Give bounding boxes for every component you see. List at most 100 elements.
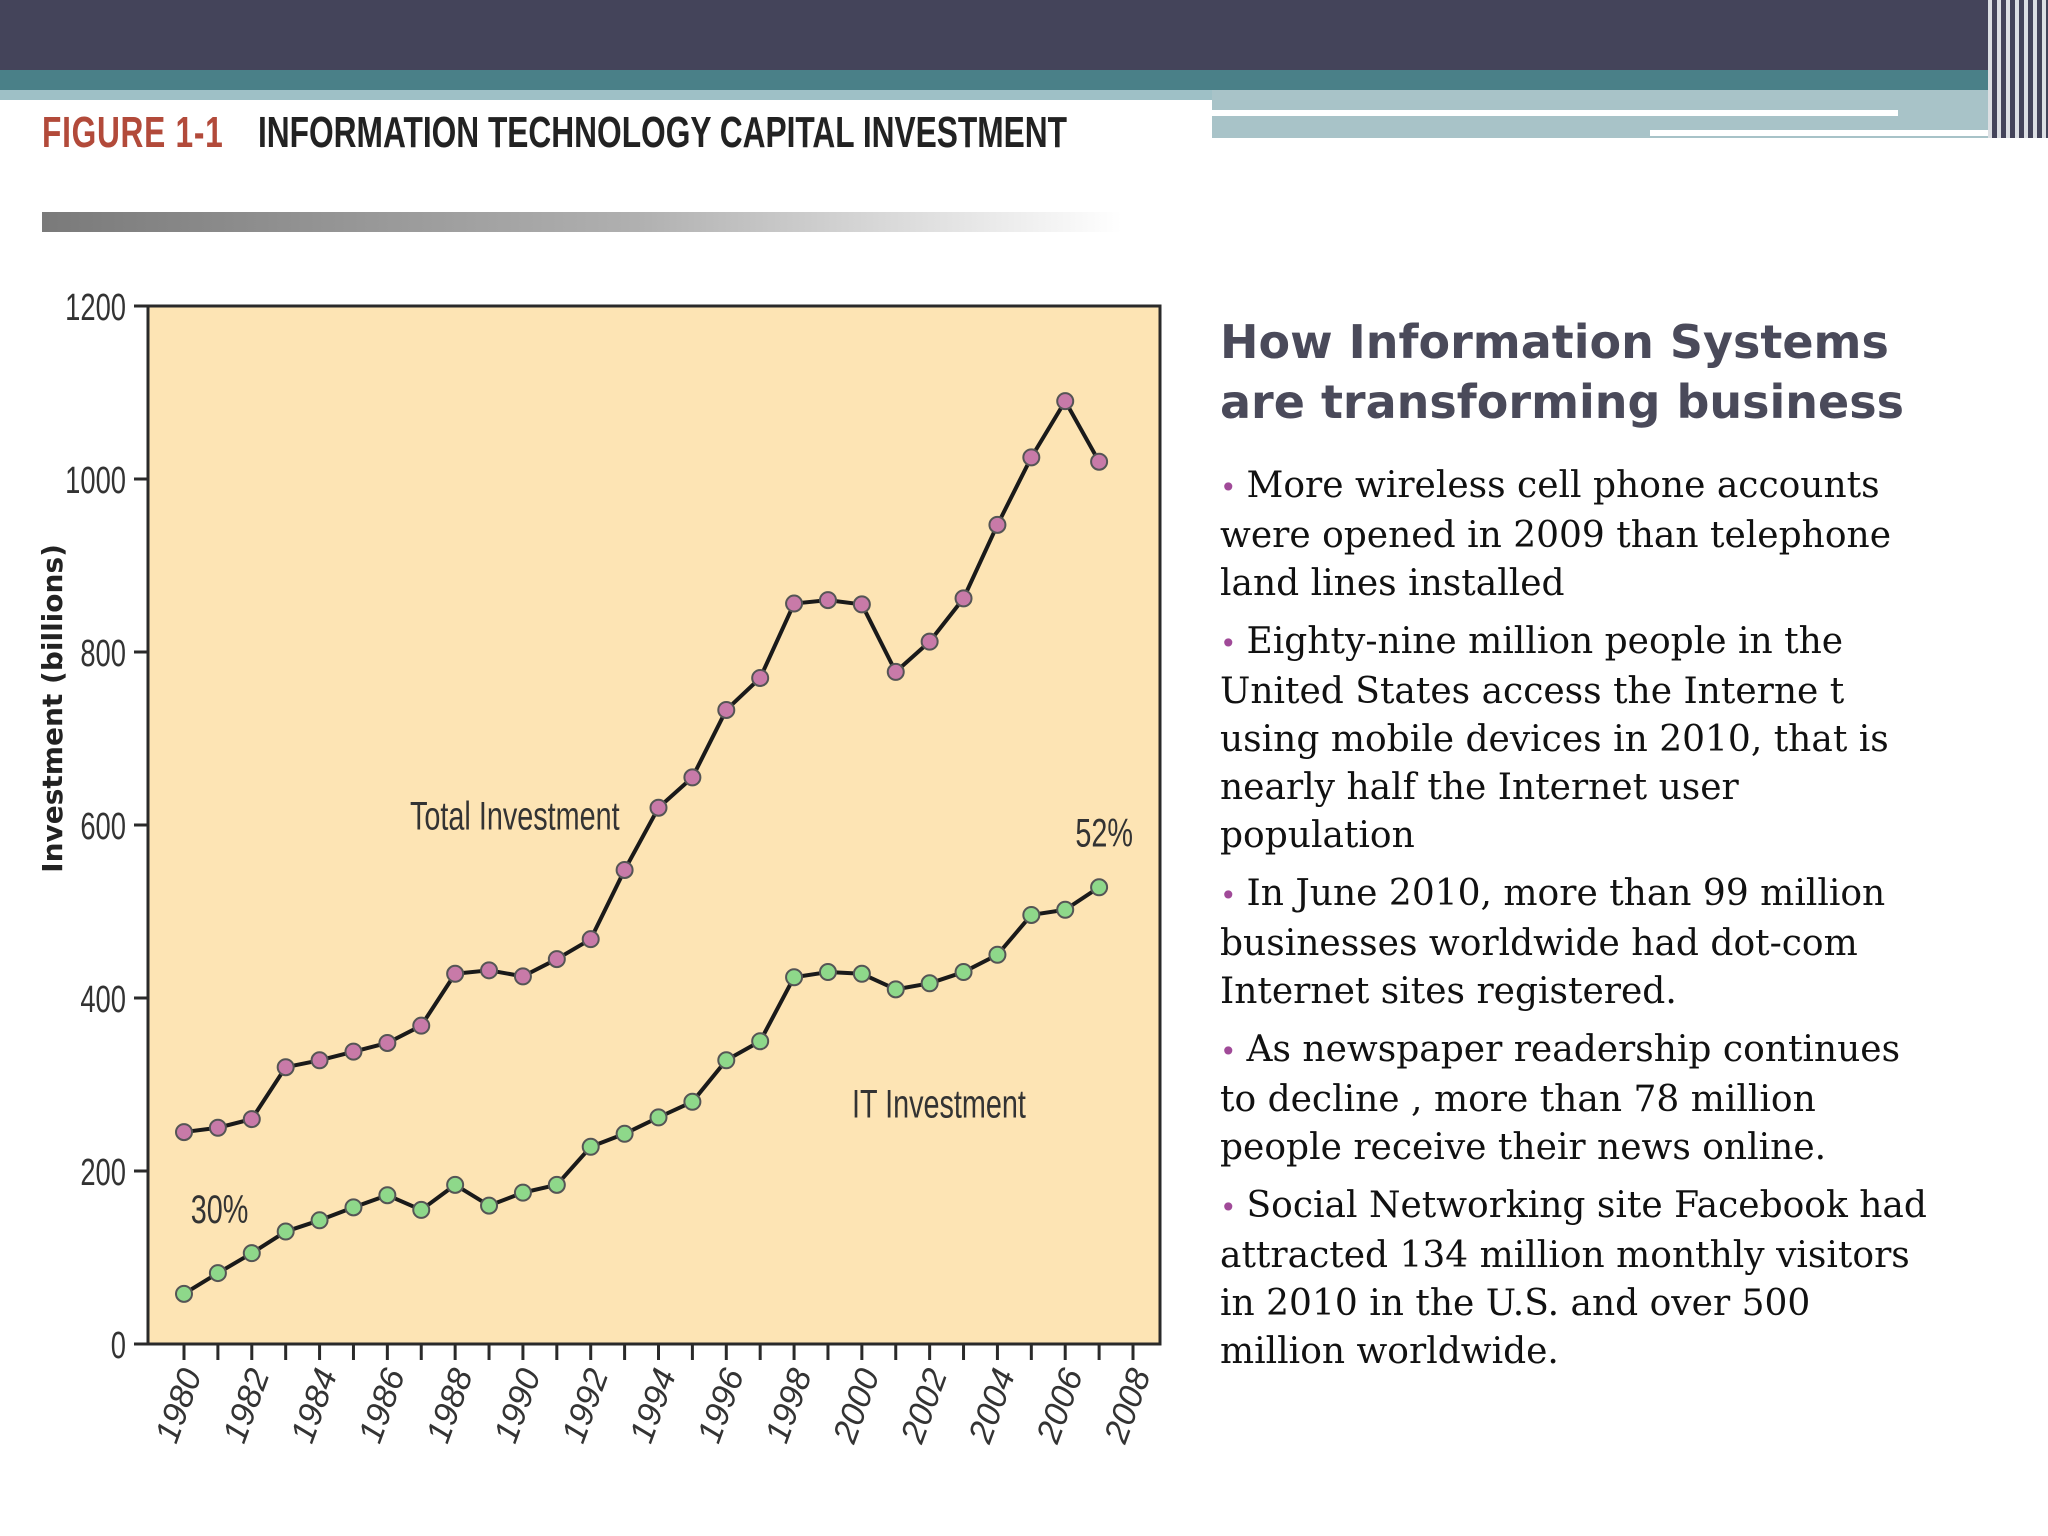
data-point <box>175 1284 193 1303</box>
data-point <box>242 1244 261 1263</box>
x-tick-label: 1992 <box>555 1364 617 1448</box>
slide-accent-line <box>1212 110 1898 116</box>
data-point <box>751 668 770 687</box>
bullet-dot-icon: • <box>1220 627 1237 660</box>
series-line-it-investment <box>182 885 1101 1296</box>
data-point <box>717 700 736 719</box>
data-point <box>852 595 871 614</box>
data-point <box>242 1110 261 1129</box>
bullet-item: • More wireless cell phone accounts were … <box>1220 465 1892 604</box>
x-tick-label: 2008 <box>1097 1364 1159 1449</box>
data-point <box>615 1124 634 1143</box>
y-tick-label: 0 <box>111 1325 126 1367</box>
y-tick-label: 600 <box>80 806 126 848</box>
percent-annotation: 30% <box>191 1187 249 1232</box>
data-point <box>954 963 973 982</box>
slide-corner-stripes <box>1988 0 2048 138</box>
data-point <box>988 515 1007 534</box>
data-point <box>785 594 804 613</box>
data-point <box>513 1183 532 1202</box>
slide-accent-line-short <box>1650 130 2010 136</box>
data-point <box>683 768 702 787</box>
bullet-item: • As newspaper readership continues to de… <box>1220 1029 1901 1168</box>
investment-line-chart: 0 200 400 600 800 1000 1200 1980 1982 1984 1986 198… <box>36 287 1162 1449</box>
data-point <box>480 961 499 980</box>
y-tick-label: 1000 <box>65 460 126 502</box>
percent-annotation: 52% <box>1075 811 1133 856</box>
bullet-item: • In June 2010, more than 99 million busi… <box>1220 873 1886 1012</box>
data-point <box>785 968 804 987</box>
x-tick-label: 1996 <box>690 1364 752 1448</box>
data-point <box>1090 452 1109 471</box>
y-tick-label: 800 <box>80 633 126 675</box>
y-tick-label: 1200 <box>65 287 126 329</box>
data-point <box>615 860 634 879</box>
data-point <box>412 1016 431 1035</box>
x-tick-label: 1988 <box>419 1364 481 1448</box>
data-point <box>276 1058 295 1077</box>
x-tick-label: 1998 <box>758 1364 820 1448</box>
figure-title: INFORMATION TECHNOLOGY CAPITAL INVESTMEN… <box>258 108 1068 157</box>
data-point <box>378 1033 397 1052</box>
bullet-dot-icon: • <box>1220 471 1237 504</box>
data-point <box>581 930 600 949</box>
bullet-item: • Eighty-nine million people in the Unite… <box>1220 621 1889 856</box>
x-tick-label: 1986 <box>351 1364 413 1448</box>
data-point <box>344 1042 363 1061</box>
slide-header-bar <box>0 0 2048 70</box>
data-point <box>1022 448 1041 467</box>
slide-heading: How Information Systems are transforming… <box>1220 315 1905 429</box>
data-point <box>581 1137 600 1156</box>
data-point <box>276 1222 295 1241</box>
bullet-item: • Social Networking site Facebook had att… <box>1220 1185 1927 1372</box>
data-point <box>1022 905 1041 924</box>
bullet-dot-icon: • <box>1220 879 1237 912</box>
slide-accent-bar <box>0 70 2048 90</box>
y-tick-label: 200 <box>80 1152 126 1194</box>
data-point <box>886 662 905 681</box>
x-tick-label: 1984 <box>284 1364 346 1448</box>
x-tick-label: 2002 <box>893 1364 955 1449</box>
data-point <box>886 980 905 999</box>
bullet-list: • More wireless cell phone accounts were … <box>1220 462 1940 1376</box>
data-point <box>344 1198 363 1217</box>
x-tick-label: 1980 <box>148 1364 210 1448</box>
data-point <box>717 1051 736 1070</box>
data-point <box>649 798 668 817</box>
y-axis-label: Investment (billions) <box>36 544 69 873</box>
series-label-total-investment: Total Investment <box>410 794 620 839</box>
x-tick-label: 1990 <box>487 1364 549 1448</box>
data-point <box>1056 900 1075 919</box>
data-point <box>547 1175 566 1194</box>
data-point <box>446 1175 465 1194</box>
data-point <box>1090 878 1109 897</box>
y-tick-label: 400 <box>80 979 126 1021</box>
data-point <box>378 1186 397 1205</box>
data-point <box>920 974 939 993</box>
data-point <box>683 1092 702 1111</box>
series-label-it-investment: IT Investment <box>852 1082 1026 1127</box>
data-point <box>649 1108 668 1127</box>
plot-area <box>146 304 1162 1346</box>
data-point <box>480 1196 499 1215</box>
data-point <box>208 1264 227 1283</box>
data-point <box>547 950 566 969</box>
bullet-dot-icon: • <box>1220 1191 1237 1224</box>
data-point <box>310 1211 329 1230</box>
data-point <box>818 963 837 982</box>
figure-title-rule <box>42 212 1122 232</box>
data-point <box>751 1032 770 1051</box>
side-text-column: How Information Systems are transforming… <box>1220 312 1940 1386</box>
data-point <box>175 1123 193 1142</box>
data-point <box>412 1200 431 1219</box>
data-point <box>208 1118 227 1137</box>
data-point <box>310 1051 329 1070</box>
x-tick-label: 2000 <box>825 1364 887 1449</box>
x-tick-label: 2004 <box>961 1364 1023 1449</box>
data-point <box>1056 392 1075 411</box>
data-point <box>954 589 973 608</box>
x-tick-label: 2006 <box>1029 1364 1091 1449</box>
bullet-dot-icon: • <box>1220 1035 1237 1068</box>
data-point <box>513 967 532 986</box>
data-point <box>446 964 465 983</box>
